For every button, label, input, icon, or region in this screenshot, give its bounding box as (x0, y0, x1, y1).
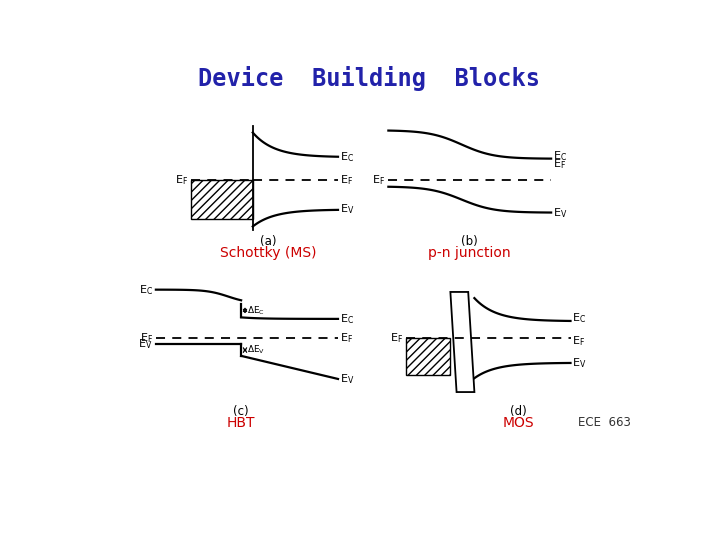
Text: Schottky (MS): Schottky (MS) (220, 246, 317, 260)
Text: $\mathregular{E_C}$: $\mathregular{E_C}$ (553, 148, 567, 163)
Text: (d): (d) (510, 405, 526, 418)
Text: $\mathregular{\Delta E_C}$: $\mathregular{\Delta E_C}$ (246, 304, 264, 316)
Text: (c): (c) (233, 405, 249, 418)
Text: $\mathregular{E_C}$: $\mathregular{E_C}$ (572, 311, 586, 325)
Text: $\mathregular{E_F}$: $\mathregular{E_F}$ (572, 334, 585, 348)
Text: HBT: HBT (227, 416, 256, 430)
Text: (b): (b) (462, 235, 478, 248)
Text: $\mathregular{E_C}$: $\mathregular{E_C}$ (340, 312, 354, 326)
Bar (191, 180, 253, 219)
Text: $\mathregular{\Delta E_V}$: $\mathregular{\Delta E_V}$ (246, 344, 265, 356)
Text: $\mathregular{E_C}$: $\mathregular{E_C}$ (340, 150, 354, 164)
Text: $\mathregular{E_V}$: $\mathregular{E_V}$ (340, 372, 354, 386)
Text: $\mathregular{E_V}$: $\mathregular{E_V}$ (138, 338, 153, 351)
Text: $\mathregular{E_F}$: $\mathregular{E_F}$ (372, 173, 385, 187)
Text: $\mathregular{E_F}$: $\mathregular{E_F}$ (553, 157, 566, 171)
Text: MOS: MOS (503, 416, 534, 430)
Text: Device  Building  Blocks: Device Building Blocks (198, 66, 540, 91)
Text: p-n junction: p-n junction (428, 246, 511, 260)
Text: $\mathregular{E_V}$: $\mathregular{E_V}$ (340, 202, 354, 217)
Bar (406, 338, 451, 375)
Text: ECE  663: ECE 663 (578, 416, 631, 429)
Text: $\mathregular{E_F}$: $\mathregular{E_F}$ (174, 173, 188, 187)
Text: $\mathregular{E_V}$: $\mathregular{E_V}$ (553, 206, 567, 220)
Text: $\mathregular{E_F}$: $\mathregular{E_F}$ (340, 173, 353, 187)
Text: $\mathregular{E_V}$: $\mathregular{E_V}$ (572, 356, 586, 370)
Text: (a): (a) (260, 235, 276, 248)
Text: $\mathregular{E_F}$: $\mathregular{E_F}$ (140, 331, 153, 345)
Text: $\mathregular{E_F}$: $\mathregular{E_F}$ (390, 331, 403, 345)
Text: $\mathregular{E_F}$: $\mathregular{E_F}$ (340, 331, 353, 345)
Text: $\mathregular{E_C}$: $\mathregular{E_C}$ (139, 283, 153, 296)
